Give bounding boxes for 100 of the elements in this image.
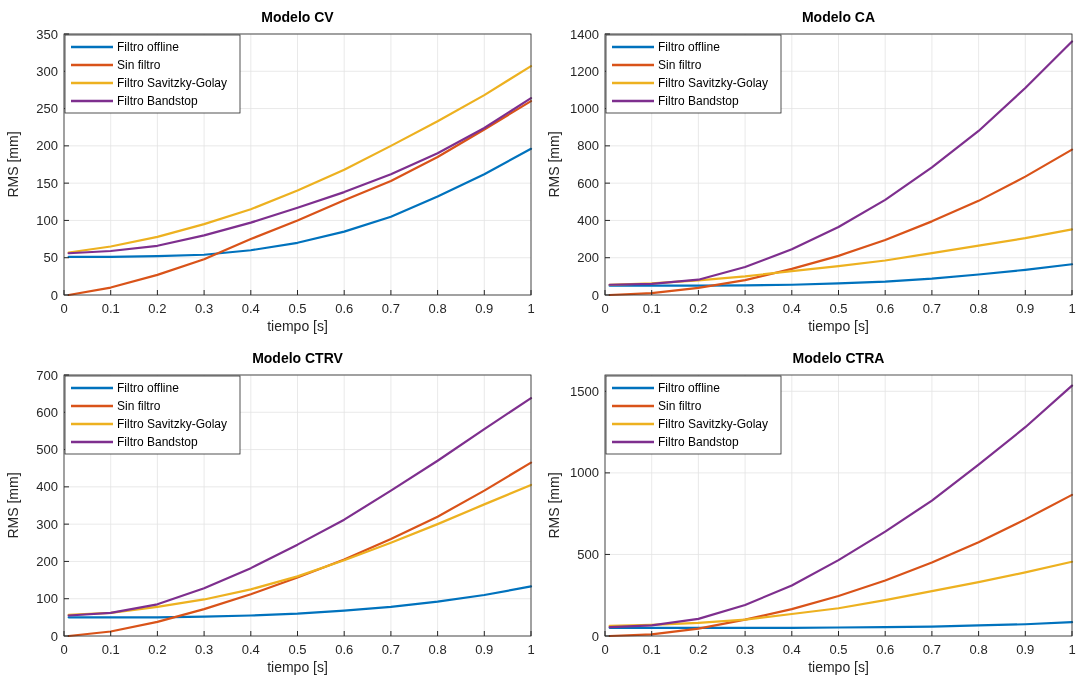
legend-label: Sin filtro [658,58,702,73]
y-tick-label: 1200 [570,63,599,79]
y-tick-label: 0 [591,628,599,644]
x-tick-label: 0 [601,301,609,316]
y-tick-label: 0 [50,628,58,644]
y-tick-label: 1500 [570,383,599,399]
x-axis-title: tiempo [s] [808,318,869,334]
y-tick-label: 0 [591,287,599,303]
y-tick-label: 100 [36,212,58,228]
y-tick-label: 1400 [570,26,599,42]
x-tick-label: 0.3 [736,642,755,657]
x-tick-label: 0.5 [288,642,307,657]
x-tick-label: 0.9 [1016,642,1035,657]
x-tick-label: 0.6 [335,301,354,316]
legend-label: Filtro Bandstop [117,435,199,450]
x-tick-label: 0.4 [241,301,260,316]
legend-label: Filtro offline [117,381,180,396]
x-tick-label: 0.3 [195,642,214,657]
y-axis-title: RMS [mm] [5,131,21,198]
x-tick-label: 0.7 [922,642,941,657]
y-tick-label: 200 [36,138,58,154]
x-tick-label: 0.9 [475,642,494,657]
y-tick-label: 1000 [570,101,599,117]
x-axis-title: tiempo [s] [267,659,328,675]
line-series [67,397,533,617]
x-tick-label: 0.2 [689,301,708,316]
x-axis-title: tiempo [s] [267,318,328,334]
x-tick-label: 0.8 [969,301,988,316]
y-tick-label: 400 [577,212,599,228]
x-tick-label: 0.3 [195,301,214,316]
y-tick-label: 100 [36,591,58,607]
x-tick-label: 0 [60,301,68,316]
x-tick-label: 1 [527,642,535,657]
legend-label: Filtro offline [658,40,721,55]
y-tick-label: 300 [36,516,58,532]
x-tick-label: 0.8 [428,301,447,316]
y-axis-title: RMS [mm] [5,472,21,539]
y-tick-label: 200 [36,553,58,569]
x-tick-label: 0.3 [736,301,755,316]
x-tick-label: 0.6 [335,642,354,657]
y-tick-label: 600 [577,175,599,191]
x-axis-title: tiempo [s] [808,659,869,675]
y-tick-label: 350 [36,26,58,42]
x-tick-label: 0.6 [876,642,895,657]
x-tick-label: 0.9 [475,301,494,316]
y-tick-label: 150 [36,175,58,191]
legend-label: Sin filtro [117,58,161,73]
legend-label: Sin filtro [117,399,161,414]
line-series [608,263,1074,287]
legend-label: Filtro Savitzky-Golay [117,417,228,432]
x-tick-label: 0.1 [642,301,661,316]
x-tick-label: 0.5 [288,301,307,316]
y-tick-label: 200 [577,250,599,266]
y-tick-label: 300 [36,63,58,79]
x-tick-label: 0.7 [922,301,941,316]
x-tick-label: 0.2 [148,301,167,316]
legend-label: Filtro Bandstop [117,94,199,109]
line-series [67,585,533,619]
x-tick-label: 0 [601,642,609,657]
chart-title: Modelo CV [261,9,335,25]
y-tick-label: 700 [36,367,58,383]
y-tick-label: 0 [50,287,58,303]
x-tick-label: 0.5 [829,301,848,316]
y-axis-title: RMS [mm] [546,472,562,539]
chart-title: Modelo CTRA [792,350,885,366]
y-tick-label: 50 [43,250,58,266]
x-tick-label: 0.5 [829,642,848,657]
legend-label: Filtro Bandstop [658,94,740,109]
line-series [67,147,533,259]
x-tick-label: 0.1 [101,642,120,657]
x-tick-label: 0.4 [782,642,801,657]
y-tick-label: 400 [36,479,58,495]
y-tick-label: 500 [577,546,599,562]
line-series [608,40,1074,286]
legend-label: Filtro Bandstop [658,435,740,450]
legend-label: Filtro offline [117,40,180,55]
y-tick-label: 500 [36,442,58,458]
x-tick-label: 0.7 [381,301,400,316]
x-tick-label: 0.4 [782,301,801,316]
x-tick-label: 1 [527,301,535,316]
x-tick-label: 1 [1068,642,1076,657]
legend-label: Filtro Savitzky-Golay [117,76,228,91]
legend-label: Filtro Savitzky-Golay [658,417,769,432]
legend-label: Sin filtro [658,399,702,414]
y-tick-label: 600 [36,404,58,420]
x-tick-label: 0.9 [1016,301,1035,316]
chart-title: Modelo CA [801,9,876,25]
line-series [608,384,1074,629]
x-tick-label: 0.6 [876,301,895,316]
y-axis-title: RMS [mm] [546,131,562,198]
x-tick-label: 0.2 [689,642,708,657]
legend-label: Filtro Savitzky-Golay [658,76,769,91]
x-tick-label: 0.8 [969,642,988,657]
chart-title: Modelo CTRV [252,350,344,366]
x-tick-label: 0.4 [241,642,260,657]
y-tick-label: 800 [577,138,599,154]
x-tick-label: 0.1 [101,301,120,316]
x-tick-label: 1 [1068,301,1076,316]
y-tick-label: 1000 [570,465,599,481]
line-series [67,97,533,255]
